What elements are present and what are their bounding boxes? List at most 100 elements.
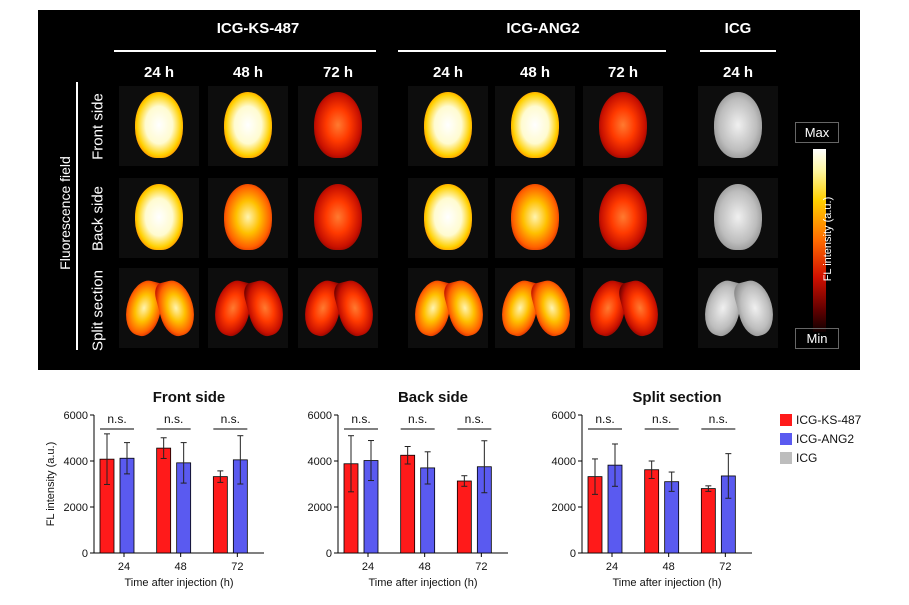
x-tick-label: 48 (663, 561, 675, 573)
group-underline-3 (700, 50, 776, 52)
brain-section-blob (152, 276, 199, 340)
x-tick-label: 48 (175, 561, 187, 573)
time-label: 24 h (143, 64, 174, 81)
brain-fluorescence-blob (135, 184, 183, 250)
x-axis-label: Time after injection (h) (368, 577, 477, 589)
brain-image-cell (583, 268, 663, 348)
legend-swatch-ang2 (780, 433, 792, 445)
row-label-back: Back side (89, 185, 107, 252)
brain-fluorescence-blob (599, 92, 647, 158)
bar-icg-ks-487 (644, 469, 660, 554)
x-axis-label: Time after injection (h) (124, 577, 233, 589)
brain-fluorescence-blob (511, 92, 559, 158)
brain-section-blob (331, 276, 378, 340)
y-tick-label: 0 (326, 548, 332, 560)
y-axis-label: FL intensity (a.u.) (45, 442, 57, 527)
bar-icg-ks-487 (156, 447, 172, 554)
bar-icg-ks-487 (456, 480, 472, 554)
bar-icg-ks-487 (700, 488, 716, 554)
brain-image-cell (298, 86, 378, 166)
legend-item: ICG-KS-487 (780, 413, 861, 427)
y-tick-label: 6000 (552, 410, 576, 422)
group-header-3: ICG (724, 20, 752, 37)
brain-image-cell (298, 178, 378, 258)
brain-image-cell (408, 268, 488, 348)
brain-image-cell (698, 86, 778, 166)
brain-fluorescence-blob (314, 92, 362, 158)
significance-label: n.s. (351, 412, 370, 426)
brain-image-cell (408, 86, 488, 166)
brain-image-cell (583, 86, 663, 166)
legend-label: ICG (796, 451, 818, 465)
time-label: 24 h (722, 64, 753, 81)
brain-fluorescence-blob (224, 184, 272, 250)
legend-swatch-icg (780, 452, 792, 464)
brain-section-blob (616, 276, 663, 340)
group-header-2: ICG-ANG2 (506, 20, 580, 37)
significance-label: n.s. (221, 412, 240, 426)
brain-image-cell (119, 268, 199, 348)
x-tick-label: 48 (419, 561, 431, 573)
x-tick-label: 72 (475, 561, 487, 573)
chart-title: Back side (398, 389, 468, 406)
time-label: 48 h (519, 64, 550, 81)
time-label: 24 h (432, 64, 463, 81)
row-label-front: Front side (89, 93, 107, 160)
legend-label: ICG-KS-487 (796, 413, 862, 427)
group-underline-1 (114, 50, 376, 52)
brain-fluorescence-blob (135, 92, 183, 158)
group-header-1: ICG-KS-487 (216, 20, 300, 37)
legend-item: ICG-ANG2 (780, 432, 854, 446)
significance-label: n.s. (164, 412, 183, 426)
brain-image-cell (583, 178, 663, 258)
brain-fluorescence-blob (424, 92, 472, 158)
significance-label: n.s. (595, 412, 614, 426)
x-axis-label: Time after injection (h) (612, 577, 721, 589)
brain-section-blob (241, 276, 288, 340)
chart-title: Split section (632, 389, 721, 406)
y-tick-label: 6000 (308, 410, 332, 422)
y-tick-label: 2000 (308, 502, 332, 514)
y-tick-label: 4000 (552, 456, 576, 468)
y-tick-label: 0 (570, 548, 576, 560)
brain-section-blob (731, 276, 778, 340)
legend-label: ICG-ANG2 (796, 432, 855, 446)
x-tick-label: 72 (719, 561, 731, 573)
y-tick-label: 0 (82, 548, 88, 560)
colorbar-max-label: Max (795, 122, 839, 143)
x-tick-label: 72 (231, 561, 243, 573)
bar-icg-ks-487 (400, 454, 416, 554)
brain-fluorescence-blob (714, 184, 762, 250)
brain-fluorescence-blob (224, 92, 272, 158)
brain-image-cell (495, 178, 575, 258)
y-tick-label: 4000 (308, 456, 332, 468)
colorbar-label: FL intensity (a.u.) (822, 196, 834, 282)
brain-image-cell (208, 268, 288, 348)
fluorescence-field-label: Fluorescence field (57, 156, 73, 270)
significance-label: n.s. (107, 412, 126, 426)
brain-image-cell (408, 178, 488, 258)
y-tick-label: 4000 (64, 456, 88, 468)
brain-image-cell (698, 178, 778, 258)
brain-fluorescence-blob (424, 184, 472, 250)
brain-image-cell (495, 268, 575, 348)
brain-image-cell (119, 86, 199, 166)
y-tick-label: 2000 (552, 502, 576, 514)
row-label-divider (76, 82, 78, 350)
chart-title: Front side (153, 389, 226, 406)
legend-swatch-ks487 (780, 414, 792, 426)
brain-fluorescence-blob (511, 184, 559, 250)
colorbar-min-label: Min (795, 328, 839, 349)
brain-image-cell (495, 86, 575, 166)
y-tick-label: 6000 (64, 410, 88, 422)
y-tick-label: 2000 (64, 502, 88, 514)
brain-fluorescence-blob (599, 184, 647, 250)
brain-section-blob (441, 276, 488, 340)
brain-fluorescence-blob (314, 184, 362, 250)
fluorescence-image-panel: ICG-KS-487 ICG-ANG2 ICG 24 h 48 h 72 h 2… (38, 10, 860, 370)
significance-label: n.s. (709, 412, 728, 426)
significance-label: n.s. (408, 412, 427, 426)
time-label: 48 h (232, 64, 263, 81)
time-label: 72 h (322, 64, 353, 81)
brain-image-cell (119, 178, 199, 258)
